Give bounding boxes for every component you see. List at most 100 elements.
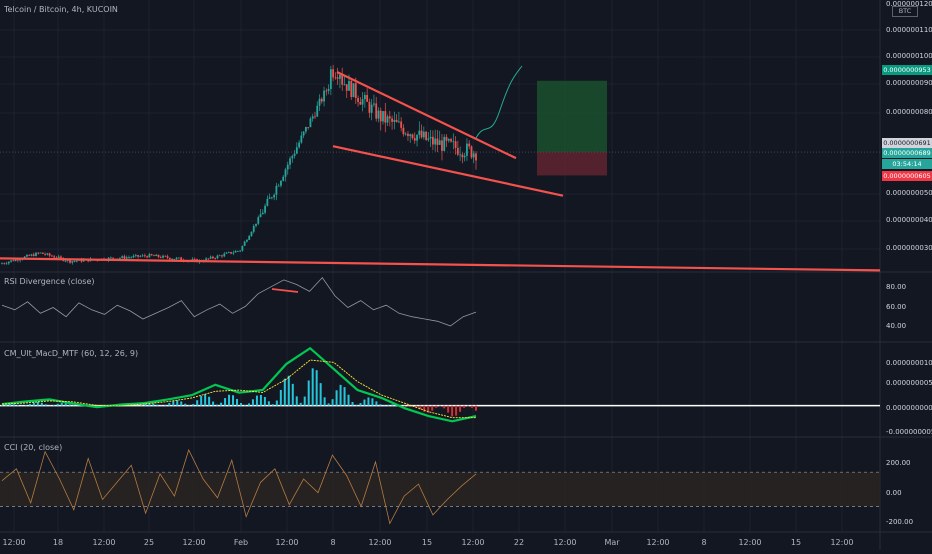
candle-body — [319, 99, 321, 106]
macd-histogram-bar — [387, 405, 389, 406]
time-axis-label: 8 — [330, 538, 335, 547]
candle-body — [239, 251, 241, 252]
macd-histogram-bar — [260, 395, 262, 406]
candle-body — [328, 89, 330, 91]
macd-histogram-bar — [248, 403, 250, 405]
macd-histogram-bar — [232, 395, 234, 405]
candle-body — [409, 134, 411, 136]
candle-body — [10, 260, 12, 261]
stop-price-tag: 0.0000000605 — [882, 171, 932, 181]
target-price-tag: 0.0000000953 — [882, 65, 932, 75]
candle-body — [8, 262, 10, 264]
candle-body — [434, 139, 436, 145]
candle-body — [280, 181, 282, 186]
cci-pane-label: CCI (20, close) — [4, 443, 62, 452]
candle-body — [76, 261, 78, 262]
macd-histogram-bar — [304, 397, 306, 406]
candle-body — [289, 158, 291, 164]
candle-body — [212, 257, 214, 258]
macd-histogram-bar — [69, 404, 71, 405]
candle-body — [300, 136, 302, 143]
candle-body — [350, 81, 352, 97]
macd-histogram-bar — [300, 403, 302, 406]
macd-histogram-bar — [324, 397, 326, 405]
candle-body — [153, 255, 155, 256]
candle-body — [262, 213, 264, 214]
macd-histogram-bar — [320, 383, 322, 406]
projection-path — [476, 66, 522, 138]
candle-body — [418, 131, 420, 135]
horizontal-support-line — [0, 258, 880, 270]
macd-histogram-bar — [25, 405, 27, 406]
candle-body — [425, 132, 427, 140]
candle-body — [439, 140, 441, 145]
macd-histogram-bar — [29, 404, 31, 406]
time-axis-label: 12:00 — [553, 538, 576, 547]
rsi-pane-label: RSI Divergence (close) — [4, 277, 95, 286]
candle-body — [341, 75, 343, 85]
candle-body — [253, 226, 255, 232]
candle-body — [130, 257, 132, 258]
candle-body — [285, 170, 287, 177]
macd-histogram-bar — [224, 398, 226, 406]
candle-body — [294, 154, 296, 156]
macd-histogram-bar — [359, 403, 361, 406]
candle-body — [219, 255, 221, 256]
macd-histogram-bar — [356, 405, 358, 406]
candle-body — [339, 75, 341, 79]
candle-body — [210, 257, 212, 259]
candle-body — [287, 165, 289, 170]
candle-body — [1, 263, 3, 264]
macd-histogram-bar — [312, 368, 314, 405]
candle-body — [375, 103, 377, 118]
candle-body — [44, 254, 46, 255]
candle-body — [382, 111, 384, 121]
candle-body — [244, 242, 246, 246]
candle-body — [432, 137, 434, 145]
candle-body — [246, 240, 248, 242]
macd-histogram-bar — [363, 400, 365, 406]
candle-body — [416, 135, 418, 141]
macd-histogram-bar — [284, 379, 286, 406]
macd-histogram-bar — [375, 401, 377, 405]
candle-body — [278, 186, 280, 187]
cci-axis-label: 0.00 — [886, 489, 902, 497]
time-axis-label: Feb — [234, 538, 248, 547]
macd-histogram-bar — [184, 404, 186, 406]
macd-pane-label: CM_Ult_MacD_MTF (60, 12, 26, 9) — [4, 349, 138, 358]
candle-body — [312, 116, 314, 118]
candle-body — [373, 103, 375, 104]
macd-histogram-bar — [41, 403, 43, 406]
candle-body — [223, 254, 225, 257]
macd-histogram-bar — [240, 403, 242, 406]
cci-axis-label: 200.00 — [886, 459, 911, 467]
candle-body — [167, 256, 169, 258]
cci-band — [0, 472, 880, 506]
macd-histogram-bar — [340, 385, 342, 406]
macd-histogram-bar — [61, 403, 63, 406]
macd-histogram-bar — [459, 406, 461, 412]
candle-body — [180, 258, 182, 260]
candle-body — [162, 256, 164, 258]
candle-body — [151, 254, 153, 255]
candle-body — [473, 153, 475, 157]
macd-histogram-bar — [200, 396, 202, 406]
candle-body — [296, 147, 298, 153]
rsi-axis-label: 60.00 — [886, 303, 906, 311]
macd-histogram-bar — [391, 404, 393, 405]
candle-body — [271, 197, 273, 198]
candle-body — [450, 139, 452, 141]
candle-body — [31, 254, 33, 255]
candle-body — [475, 153, 477, 160]
candle-body — [457, 148, 459, 155]
candle-body — [357, 98, 359, 102]
candle-body — [173, 259, 175, 260]
macd-histogram-bar — [192, 404, 194, 406]
macd-histogram-bar — [352, 402, 354, 406]
